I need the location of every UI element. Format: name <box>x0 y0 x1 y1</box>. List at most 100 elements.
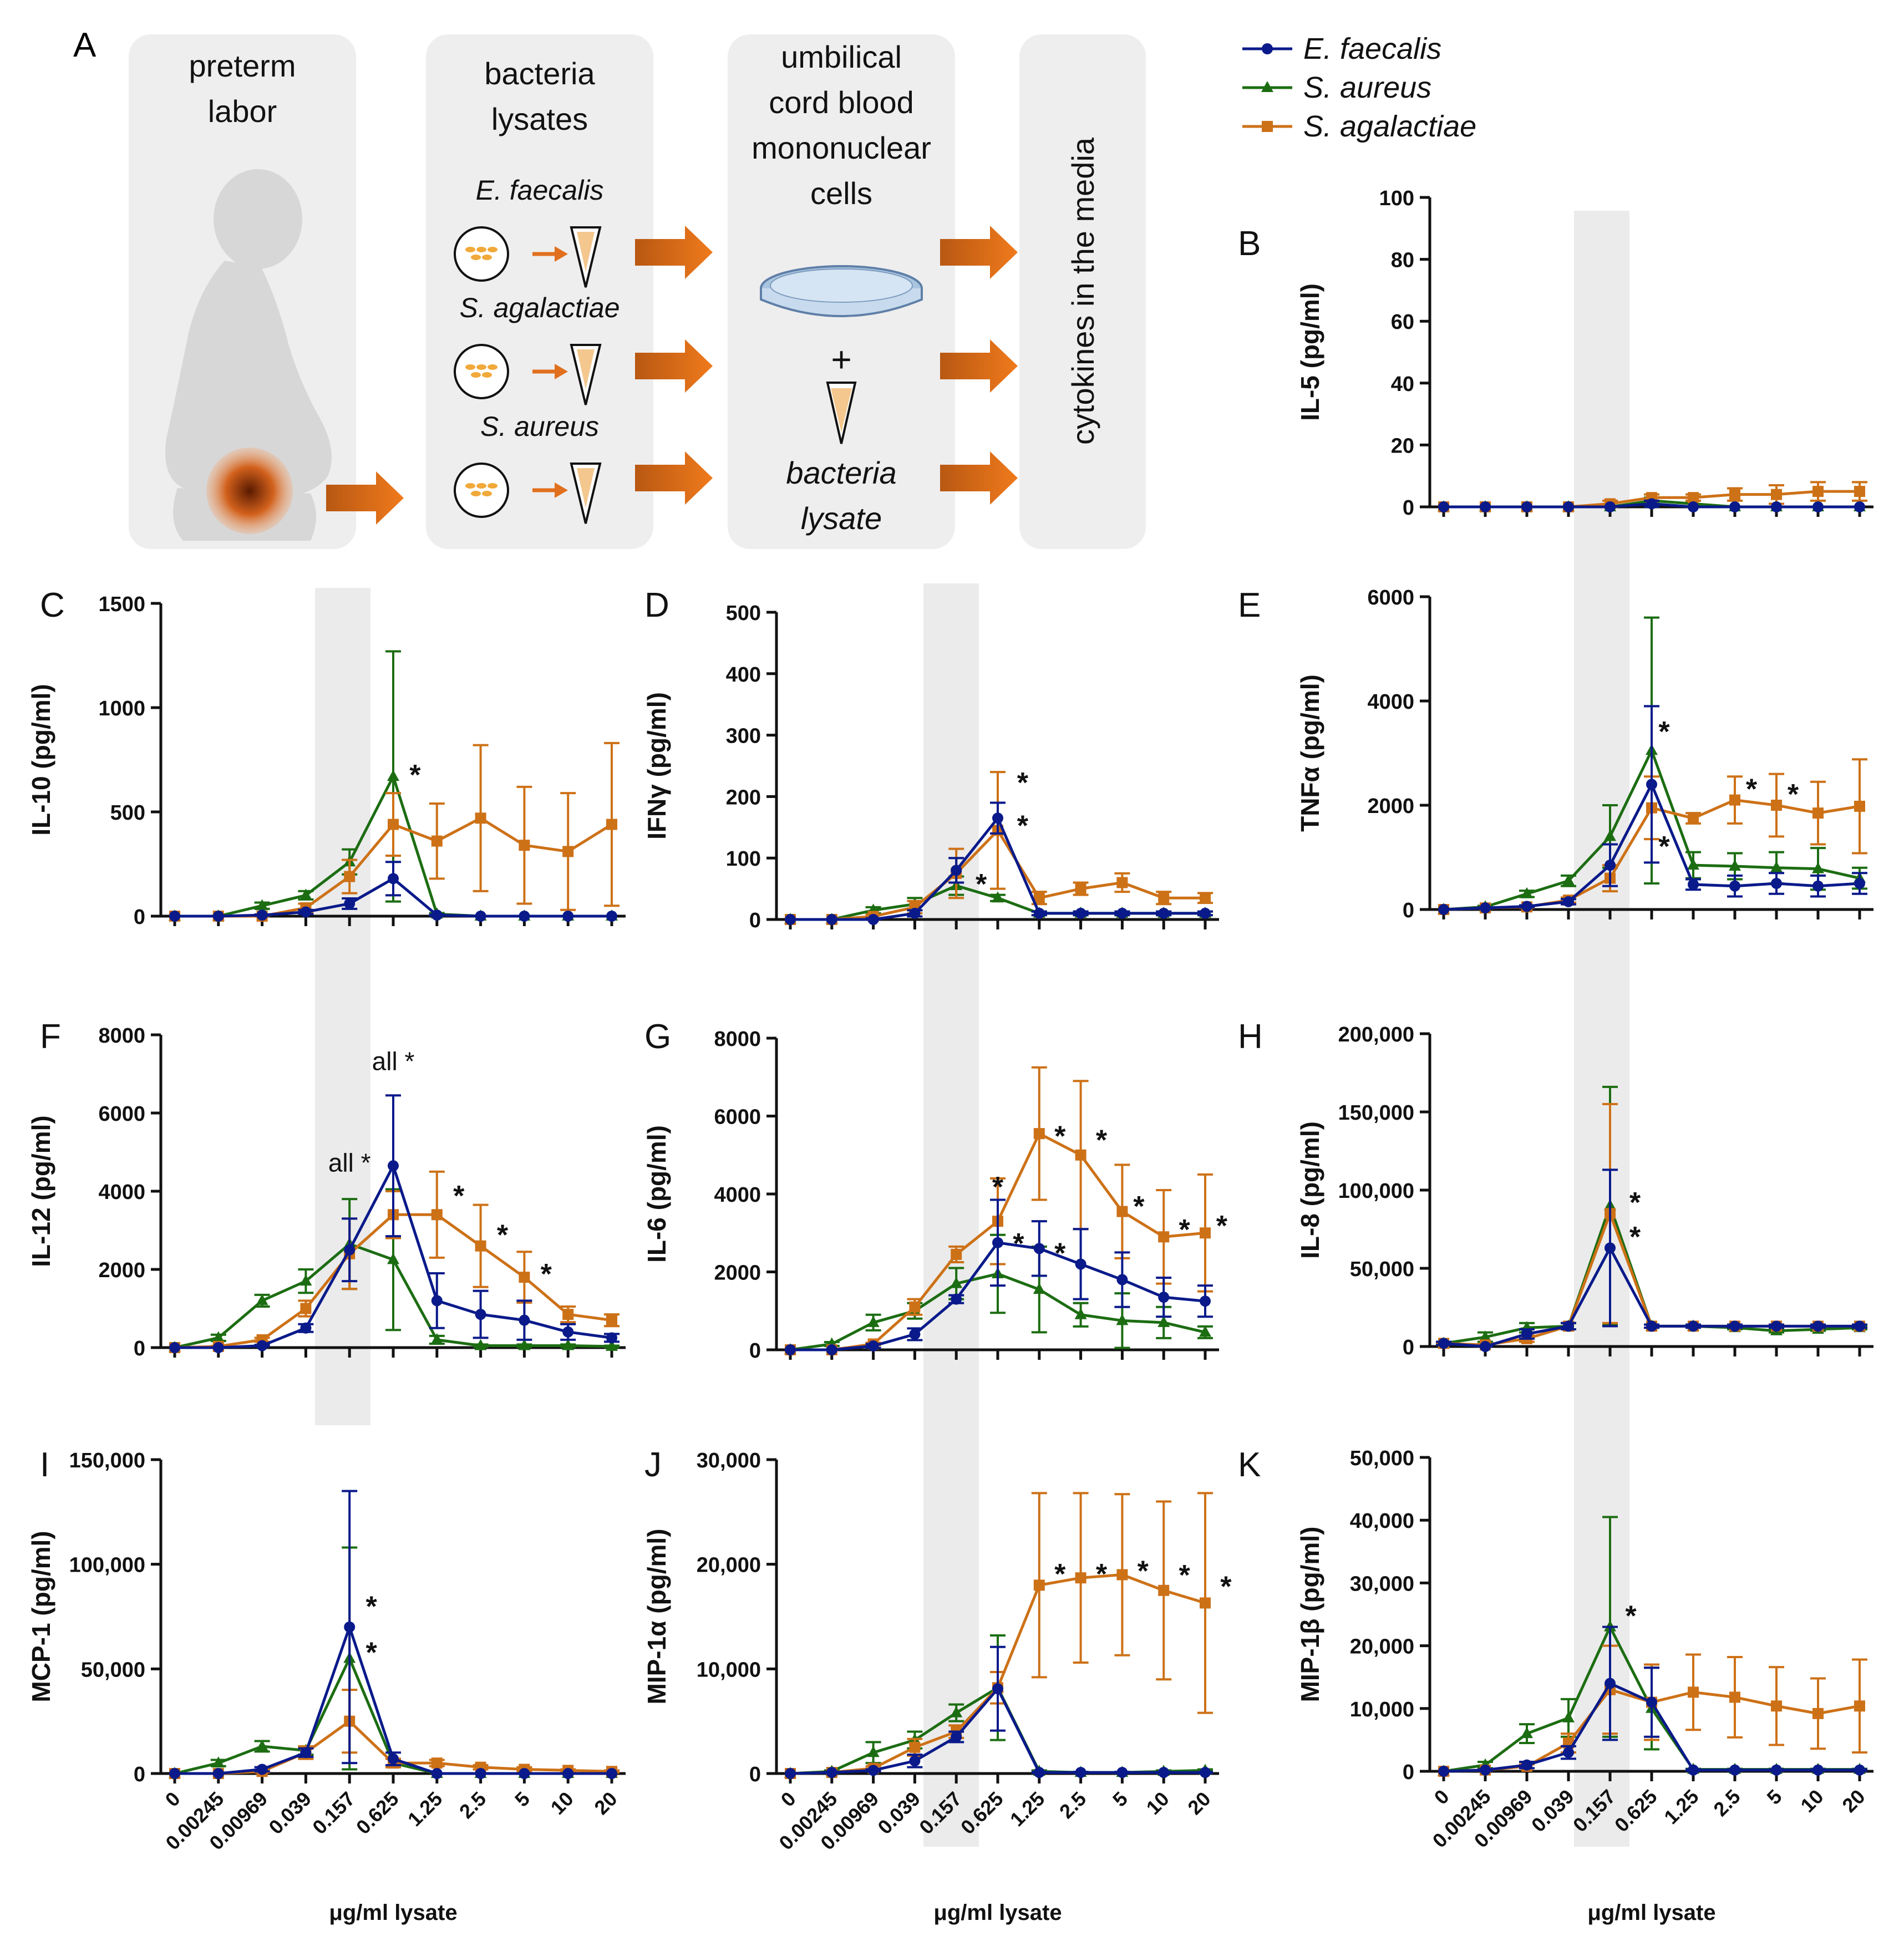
bacteria-dot <box>471 372 481 378</box>
series-e--faecalis <box>1438 498 1865 512</box>
y-tick-label: 50,000 <box>1350 1447 1414 1470</box>
data-point <box>1521 1759 1532 1771</box>
significance-marker: all * <box>328 1149 371 1177</box>
data-point <box>431 909 443 921</box>
data-point <box>430 1333 443 1344</box>
dose-highlight <box>315 588 370 1425</box>
y-tick-label: 10,000 <box>697 1658 761 1681</box>
data-point <box>1521 1328 1532 1340</box>
y-tick-label: 0 <box>134 1763 145 1786</box>
petri-plate-icon <box>454 344 509 399</box>
data-point <box>785 1344 796 1355</box>
bacteria-dot <box>482 255 492 260</box>
cytokines-box <box>1019 34 1146 549</box>
significance-marker: * <box>992 1171 1004 1203</box>
data-point <box>256 1340 268 1351</box>
data-point <box>431 1768 443 1779</box>
y-tick-label: 0 <box>749 1339 761 1363</box>
small-arrow-head <box>555 482 568 498</box>
y-tick-label: 80 <box>1391 249 1414 272</box>
y-tick-label: 10,000 <box>1350 1698 1414 1721</box>
series-e--faecalis <box>1438 1625 1867 1777</box>
small-arrow-head <box>555 364 568 379</box>
bacteria-dot <box>488 247 497 252</box>
bacteria-dot <box>471 491 481 496</box>
data-point <box>1688 812 1699 824</box>
data-point <box>951 1248 962 1260</box>
bacteria-dot <box>488 364 497 370</box>
data-point <box>300 1303 312 1314</box>
panel-letter: F <box>40 1018 61 1056</box>
series-e--faecalis <box>169 1490 617 1779</box>
x-tick-label: 0.039 <box>1527 1785 1578 1837</box>
data-point <box>1438 1338 1449 1349</box>
panel-a-letter: A <box>73 26 97 64</box>
data-point <box>1729 859 1741 871</box>
data-point <box>300 1747 312 1759</box>
data-point <box>909 1301 921 1313</box>
data-point <box>299 1274 312 1286</box>
data-point <box>950 1706 963 1717</box>
significance-marker: * <box>409 759 421 791</box>
flow-arrow <box>940 451 1018 505</box>
series-s--aureus <box>169 1546 618 1778</box>
significance-marker: * <box>1133 1191 1145 1223</box>
plus-sign: + <box>831 339 851 379</box>
x-tick-label: 10 <box>1142 1787 1174 1819</box>
data-point <box>1729 501 1740 512</box>
y-tick-label: 2000 <box>714 1262 761 1285</box>
panel-letter: C <box>40 586 65 624</box>
data-point <box>1563 1747 1574 1759</box>
data-point <box>344 1244 356 1256</box>
y-axis-label: MIP-1α (pg/ml) <box>642 1528 671 1704</box>
data-point <box>785 1768 796 1779</box>
y-tick-label: 100,000 <box>1338 1180 1414 1203</box>
y-tick-label: 6000 <box>98 1102 145 1126</box>
bacteria-label-2: lysates <box>491 101 588 136</box>
data-point <box>867 1315 880 1327</box>
significance-marker: * <box>1096 1558 1108 1591</box>
x-tick-label: 5 <box>1108 1787 1132 1811</box>
y-tick-label: 30,000 <box>697 1449 761 1472</box>
bacteria-lysates-box <box>426 34 653 549</box>
y-tick-label: 30,000 <box>1350 1572 1414 1595</box>
data-point <box>1075 1258 1086 1270</box>
bacteria-dot <box>471 255 481 260</box>
significance-marker: * <box>1017 767 1029 799</box>
legend-label: S. aureus <box>1303 71 1431 104</box>
x-tick-label: 20 <box>1183 1787 1215 1819</box>
significance-marker: * <box>1788 779 1799 811</box>
y-tick-label: 20,000 <box>697 1554 761 1577</box>
series-e--faecalis <box>169 861 617 922</box>
x-tick-label: 1.25 <box>403 1787 447 1831</box>
x-tick-label: 0 <box>1430 1785 1454 1809</box>
y-axis-label: IL-10 (pg/ml) <box>27 684 55 835</box>
series-e--faecalis <box>785 801 1213 925</box>
significance-marker: * <box>541 1258 552 1290</box>
panel-letter: E <box>1238 586 1261 624</box>
data-point <box>826 1344 837 1355</box>
data-point <box>475 812 486 824</box>
y-tick-label: 40 <box>1391 373 1414 396</box>
data-point <box>519 840 530 851</box>
series-e--faecalis <box>785 1198 1213 1355</box>
data-point <box>475 1768 486 1779</box>
cells-label-4: cells <box>810 176 872 211</box>
data-point <box>1033 892 1045 904</box>
data-point <box>1563 501 1574 512</box>
data-point <box>1075 1572 1086 1584</box>
data-point <box>256 1739 268 1751</box>
data-point <box>212 1342 224 1353</box>
data-point <box>909 907 921 919</box>
data-point <box>1158 1292 1170 1303</box>
data-point <box>1116 1569 1128 1581</box>
bacteria-dot <box>476 247 486 252</box>
data-point <box>300 906 312 918</box>
data-point <box>388 1160 399 1172</box>
data-point <box>431 835 443 847</box>
y-tick-label: 1000 <box>98 697 145 720</box>
data-point <box>431 1757 443 1769</box>
data-point <box>1812 1764 1824 1776</box>
data-point <box>992 812 1003 824</box>
